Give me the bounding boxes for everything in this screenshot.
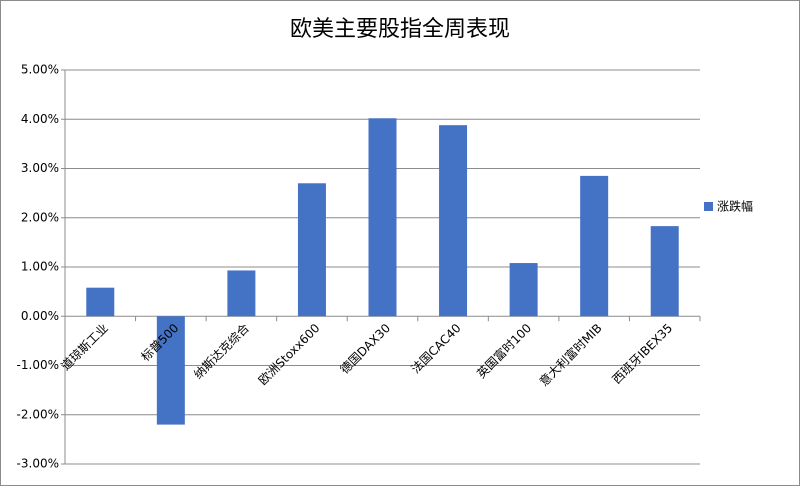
y-tick-label: 5.00%	[21, 63, 59, 77]
bar	[368, 118, 397, 317]
y-tick-label: 1.00%	[21, 260, 59, 274]
bar	[156, 316, 185, 425]
bar	[297, 183, 326, 317]
y-tick-label: -3.00%	[17, 457, 59, 471]
y-tick-label: 2.00%	[21, 210, 59, 224]
bar	[580, 175, 609, 317]
bar	[509, 263, 538, 317]
y-tick-label: 3.00%	[21, 161, 59, 175]
y-tick-label: 4.00%	[21, 112, 59, 126]
legend-swatch	[704, 202, 713, 211]
y-tick-label: 0.00%	[21, 309, 59, 323]
chart-title: 欧美主要股指全周表现	[290, 17, 510, 42]
bar	[439, 125, 468, 317]
bar	[650, 226, 679, 317]
y-tick-label: -1.00%	[17, 358, 59, 372]
legend-label: 涨跌幅	[717, 199, 753, 214]
bar	[227, 270, 256, 317]
bar	[86, 287, 115, 317]
y-tick-label: -2.00%	[17, 407, 59, 421]
